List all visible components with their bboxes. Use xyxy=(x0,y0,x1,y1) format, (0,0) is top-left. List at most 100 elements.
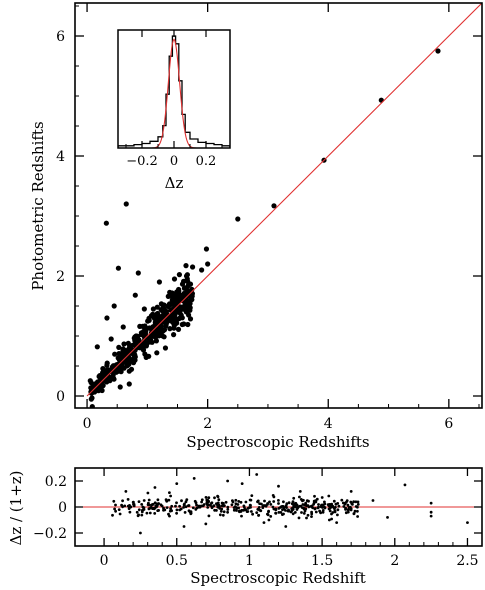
main-data-point xyxy=(179,315,185,321)
main-data-point xyxy=(115,265,122,271)
residual-data-point xyxy=(291,512,295,516)
main-data-point xyxy=(112,351,118,357)
residual-data-point xyxy=(289,510,293,514)
residual-data-point xyxy=(248,503,252,507)
residual-data-point xyxy=(356,500,360,504)
residual-data-point xyxy=(304,507,308,511)
inset-x-tick-label: 0 xyxy=(170,154,178,169)
residual-data-point xyxy=(232,508,236,512)
residual-x-tick-label: 1 xyxy=(245,553,254,569)
main-data-point xyxy=(90,383,96,389)
residual-data-point xyxy=(257,506,261,509)
main-data-point xyxy=(128,350,134,356)
residual-data-point xyxy=(349,508,353,512)
residual-data-point xyxy=(347,506,351,509)
residual-data-point xyxy=(246,510,250,513)
residual-data-point xyxy=(301,503,305,506)
main-data-point xyxy=(176,272,182,278)
residual-data-point xyxy=(221,513,225,517)
residual-data-point xyxy=(321,509,325,512)
residual-data-point xyxy=(162,506,165,510)
residual-data-point xyxy=(238,509,242,513)
residual-data-point xyxy=(140,513,144,517)
inset-ticks: −0.2 0 0.2 xyxy=(125,30,223,169)
residual-data-point xyxy=(235,509,238,512)
main-data-point xyxy=(156,279,163,285)
residual-data-point xyxy=(168,514,171,518)
residual-data-point xyxy=(178,508,182,512)
residual-data-point xyxy=(185,498,189,501)
residual-data-point xyxy=(212,504,216,508)
main-data-point xyxy=(154,350,160,356)
residual-data-point xyxy=(153,486,157,489)
main-data-point xyxy=(171,276,178,282)
residual-data-point xyxy=(222,504,225,508)
residual-data-point xyxy=(281,505,285,508)
gaussian-fit-curve xyxy=(118,38,230,148)
residual-data-point xyxy=(142,508,146,511)
residual-data-point xyxy=(193,499,197,503)
residual-data-point xyxy=(356,509,359,513)
residual-data-point xyxy=(246,507,250,510)
residual-data-point xyxy=(274,508,278,512)
main-data-point xyxy=(107,376,113,383)
residual-y-tick-label: 0 xyxy=(58,500,67,516)
main-data-point xyxy=(131,335,137,341)
residual-data-point xyxy=(192,477,196,480)
main-data-point xyxy=(161,334,167,340)
inset-x-tick-label: 0.2 xyxy=(196,154,217,169)
residual-data-point xyxy=(336,502,340,505)
residual-data-point xyxy=(293,505,297,509)
residual-data-point xyxy=(347,508,350,511)
main-data-point xyxy=(185,321,191,328)
main-data-point xyxy=(179,321,185,328)
main-data-point xyxy=(174,289,180,295)
residual-data-point xyxy=(320,496,324,499)
residual-data-point xyxy=(298,495,301,499)
residual-data-point xyxy=(182,506,186,509)
residual-data-point xyxy=(317,505,320,509)
residual-y-tick-label: 0.2 xyxy=(45,474,67,490)
residual-data-point xyxy=(266,513,270,517)
residual-data-point xyxy=(354,500,358,504)
inset-x-axis-title: Δz xyxy=(165,174,184,192)
residual-data-point xyxy=(154,504,158,508)
residual-data-point xyxy=(226,510,230,514)
residual-data-point xyxy=(226,508,230,511)
main-data-point xyxy=(203,246,210,252)
residual-data-point xyxy=(145,511,149,515)
residual-data-point xyxy=(294,501,298,505)
residual-data-point xyxy=(310,512,314,516)
residual-data-point xyxy=(284,509,287,512)
residual-data-point xyxy=(307,499,310,503)
residual-data-point xyxy=(279,511,283,514)
residual-data-point xyxy=(195,506,199,510)
residual-data-point xyxy=(429,510,433,514)
residual-data-point xyxy=(234,498,238,502)
residual-data-point xyxy=(328,503,332,507)
main-data-point xyxy=(123,201,129,207)
residual-data-point xyxy=(262,521,266,524)
residual-x-tick-label: 0.5 xyxy=(166,553,188,569)
residual-data-point xyxy=(234,502,238,506)
residual-data-point xyxy=(137,500,141,503)
residual-data-point xyxy=(222,510,226,514)
residual-data-point xyxy=(149,506,153,509)
residual-data-point xyxy=(123,504,127,508)
main-data-point xyxy=(141,306,147,312)
main-data-point xyxy=(130,360,137,366)
residual-data-point xyxy=(152,507,156,511)
residual-data-point xyxy=(331,511,335,514)
inset-x-tick-label: −0.2 xyxy=(126,154,158,169)
residual-data-point xyxy=(277,511,281,514)
main-data-point xyxy=(141,331,147,337)
main-data-point xyxy=(271,203,277,209)
main-data-point xyxy=(135,270,141,276)
residual-data-point xyxy=(195,503,198,507)
inset-background xyxy=(118,30,230,148)
residual-data-point xyxy=(117,508,121,511)
residual-data-point xyxy=(218,513,222,517)
main-data-point xyxy=(182,285,188,291)
residual-data-point xyxy=(175,501,178,505)
